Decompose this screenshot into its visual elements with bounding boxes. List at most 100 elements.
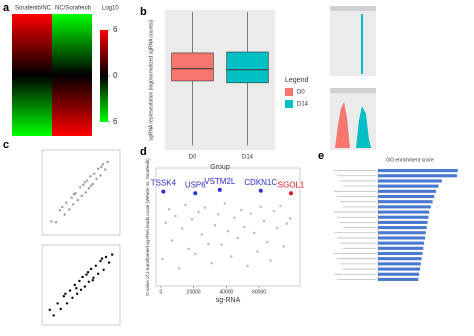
heatmap-column	[12, 14, 52, 136]
bar	[378, 184, 439, 188]
plot-frame	[41, 149, 121, 236]
panel-label: e	[318, 150, 324, 162]
point	[92, 276, 95, 279]
point	[223, 202, 226, 205]
box	[226, 51, 269, 84]
x-tick-label: 60000	[252, 289, 266, 295]
point	[75, 287, 78, 290]
point	[100, 257, 104, 260]
point	[174, 214, 177, 218]
point	[73, 283, 76, 287]
panel-label: a	[3, 2, 10, 14]
point	[111, 253, 114, 256]
gene-label: VSTM2L	[204, 177, 236, 186]
point	[288, 217, 292, 220]
point	[56, 302, 59, 305]
point	[200, 233, 204, 236]
x-tick-label: 0	[160, 289, 163, 295]
point	[95, 177, 98, 181]
bar	[378, 194, 435, 199]
point	[233, 216, 236, 219]
point	[87, 187, 91, 190]
point	[91, 182, 94, 186]
point	[70, 196, 73, 199]
point	[262, 219, 266, 223]
point	[68, 208, 71, 211]
point	[180, 227, 184, 230]
point	[167, 208, 171, 211]
point	[87, 280, 91, 283]
point	[83, 181, 87, 184]
chart-title: GO enrichment score	[386, 157, 434, 163]
bar	[378, 226, 427, 230]
highlight-point	[258, 188, 263, 193]
bar	[378, 179, 442, 183]
x-tick-label: 20000	[187, 289, 201, 295]
point	[85, 273, 88, 276]
point	[102, 268, 105, 271]
point	[252, 231, 256, 235]
point	[79, 288, 83, 291]
point	[58, 209, 62, 212]
point	[84, 191, 87, 194]
point	[99, 259, 102, 263]
column-label: NC/Sorafenib	[55, 6, 92, 12]
legend-label: D0	[297, 90, 305, 96]
point	[71, 296, 74, 299]
x-tick-label: 40000	[219, 289, 233, 295]
bar	[378, 251, 423, 256]
point	[194, 252, 197, 256]
gene-label: SGOL1	[278, 180, 305, 189]
point	[226, 230, 230, 233]
legend-title: Legend	[285, 77, 308, 84]
y-axis-label: D-value of z-transformed sg-RNA reads co…	[145, 158, 150, 296]
bar	[378, 200, 433, 204]
colorbar-title: Log10	[102, 6, 119, 12]
colorbar	[100, 30, 108, 122]
point	[83, 285, 87, 288]
highlight-point	[289, 191, 293, 196]
point	[216, 213, 220, 216]
point	[79, 186, 82, 189]
x-tick-label: D14	[242, 155, 254, 161]
bar	[378, 169, 458, 173]
point	[62, 295, 66, 298]
panel-label: d	[140, 146, 147, 158]
point	[59, 307, 62, 311]
column-label: Sorafenib/NC	[15, 6, 52, 12]
point	[239, 208, 243, 212]
point	[68, 289, 72, 292]
point	[72, 193, 76, 196]
panel-label: c	[3, 139, 9, 151]
point	[282, 245, 285, 248]
point	[52, 314, 55, 317]
bar	[378, 236, 426, 240]
colorbar-tick-label: 0	[113, 71, 118, 80]
colorbar-tick-label: 6	[113, 25, 118, 34]
point	[65, 302, 69, 305]
bar	[378, 220, 428, 224]
point	[269, 259, 272, 262]
point	[103, 168, 107, 171]
point	[61, 205, 64, 209]
x-axis-label: sg-RNA	[216, 297, 241, 304]
legend-swatch	[285, 100, 293, 108]
point	[72, 203, 75, 206]
point	[266, 240, 269, 244]
point	[64, 292, 67, 295]
point	[272, 209, 276, 213]
highlight-point	[217, 187, 222, 192]
point	[94, 264, 98, 267]
bar	[378, 189, 436, 193]
point	[93, 172, 96, 175]
bar	[378, 215, 429, 219]
point	[220, 243, 223, 246]
point	[236, 236, 240, 240]
bar	[378, 174, 457, 178]
point	[89, 184, 93, 187]
point	[230, 255, 233, 258]
point	[89, 267, 93, 271]
y-axis-label: sgRNA representation (log(normalized sgR…	[148, 19, 154, 140]
bar	[378, 205, 431, 209]
